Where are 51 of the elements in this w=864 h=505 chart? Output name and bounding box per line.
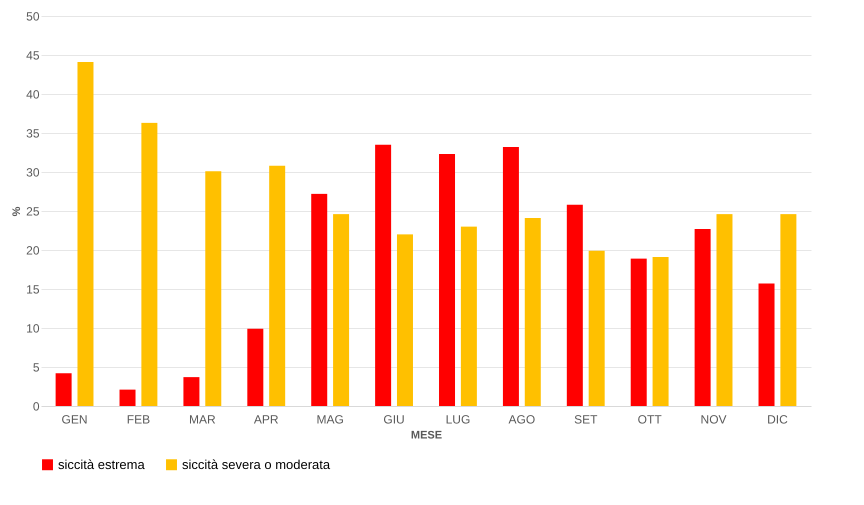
- legend-label: siccità severa o moderata: [182, 456, 331, 472]
- bar: [205, 171, 222, 406]
- y-tick-label: 10: [26, 322, 40, 336]
- x-tick-label: FEB: [126, 412, 150, 426]
- y-tick-label: 50: [26, 10, 40, 24]
- x-tick-label: GIU: [383, 412, 405, 426]
- bar: [524, 218, 541, 406]
- bar: [630, 258, 647, 406]
- x-axis-title: MESE: [410, 430, 442, 442]
- bar: [77, 62, 94, 406]
- bar: [56, 373, 72, 406]
- x-tick-label: MAR: [189, 412, 216, 426]
- bar: [694, 228, 711, 406]
- y-tick-label: 5: [32, 360, 40, 374]
- x-tick-label: APR: [254, 412, 279, 426]
- y-tick-label: 15: [26, 282, 40, 296]
- y-tick-label: 45: [26, 48, 40, 62]
- bar: [120, 390, 136, 406]
- x-tick-label: NOV: [700, 412, 727, 426]
- bar: [183, 377, 200, 406]
- bar: [396, 234, 413, 406]
- bar: [247, 328, 264, 406]
- bar: [141, 122, 158, 406]
- bar: [269, 166, 286, 406]
- bar: [439, 154, 456, 406]
- x-tick-label: LUG: [446, 412, 470, 426]
- y-tick-label: 25: [26, 204, 40, 218]
- bar: [311, 194, 328, 406]
- x-tick-label: DIC: [767, 412, 788, 426]
- bar: [502, 147, 519, 406]
- y-tick-label: 0: [32, 400, 40, 414]
- bar: [460, 226, 477, 406]
- y-axis-title: %: [11, 206, 24, 216]
- x-tick-label: OTT: [638, 412, 662, 426]
- y-tick-label: 30: [26, 166, 40, 180]
- x-tick-label: AGO: [508, 412, 536, 426]
- legend-label: siccità estrema: [58, 456, 146, 472]
- y-tick-label: 20: [26, 244, 40, 258]
- bar: [566, 204, 583, 406]
- bar: [375, 144, 392, 406]
- x-tick-label: SET: [574, 412, 598, 426]
- bar: [333, 214, 350, 406]
- y-tick-label: 40: [26, 88, 40, 102]
- x-tick-label: MAG: [316, 412, 344, 426]
- bar: [758, 284, 775, 406]
- bar: [588, 250, 605, 406]
- y-tick-label: 35: [26, 126, 40, 140]
- x-tick-label: GEN: [62, 412, 88, 426]
- bar: [716, 214, 732, 406]
- bar: [652, 257, 669, 406]
- bar: [780, 214, 796, 406]
